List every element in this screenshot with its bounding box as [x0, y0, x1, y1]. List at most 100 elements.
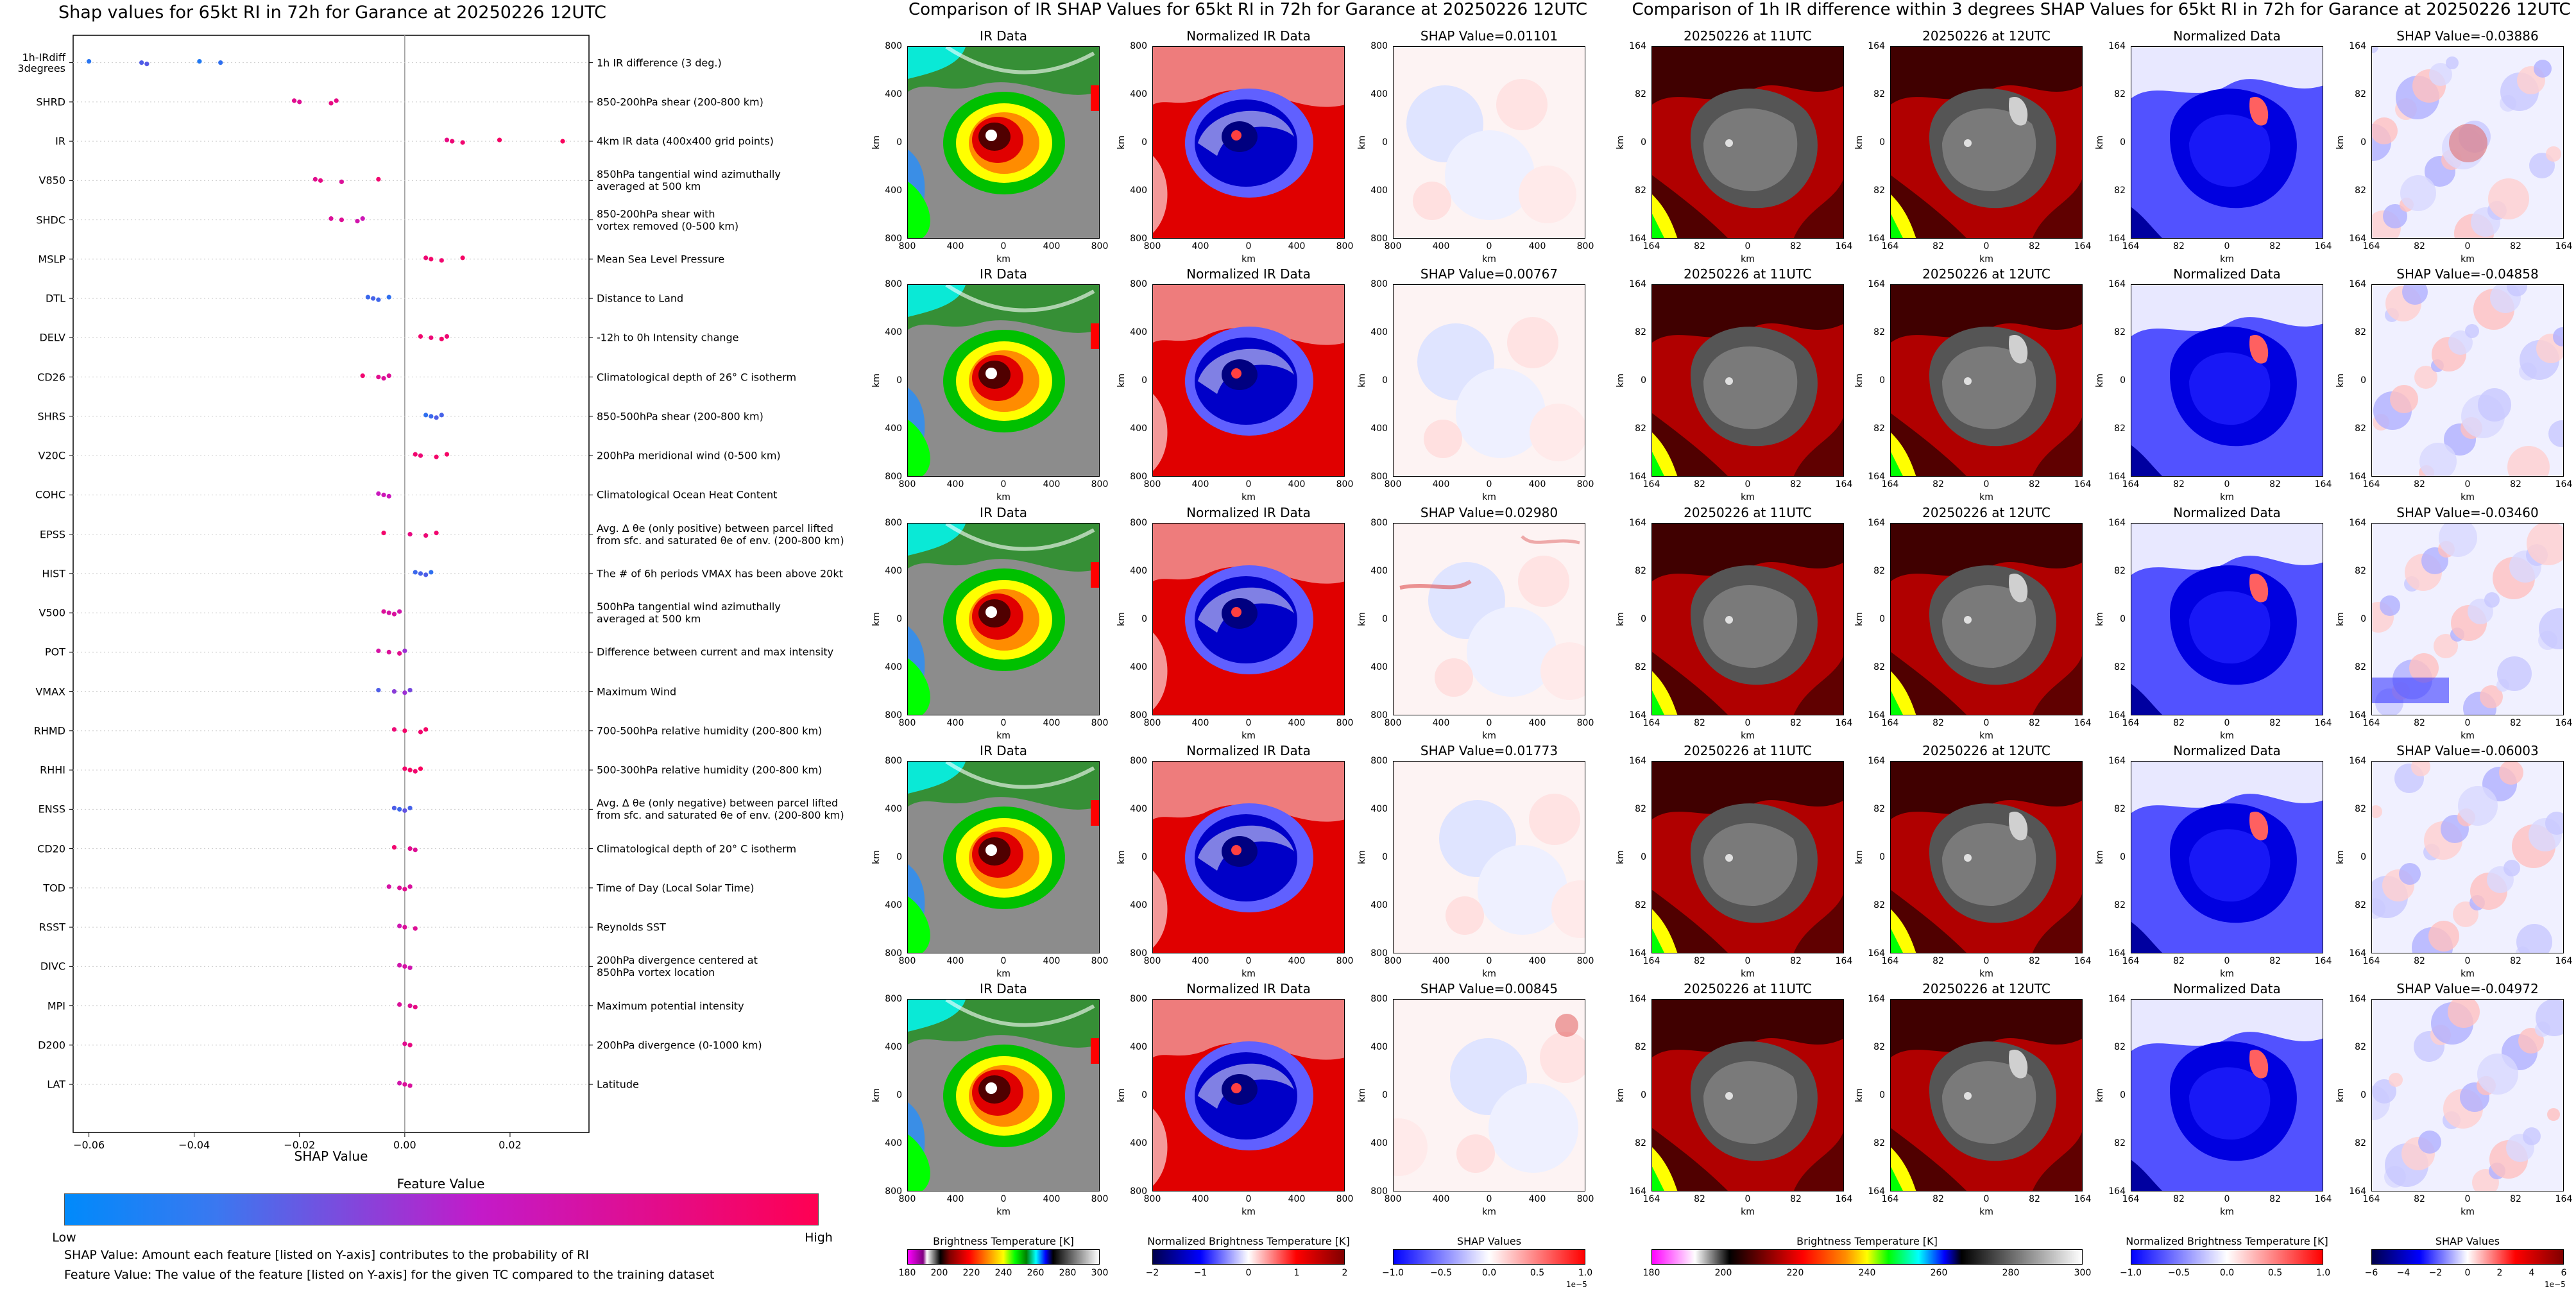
shap-point — [407, 846, 413, 851]
panel-x-tick: 0 — [1486, 1194, 1492, 1204]
panel-image-r2-c3 — [1651, 523, 1844, 715]
panel-y-tick: 82 — [1873, 662, 1885, 672]
panel-title-r1-c3: 20250226 at 11UTC — [1684, 266, 1812, 282]
panel-x-label: km — [1482, 731, 1496, 741]
shap-point — [197, 59, 202, 64]
panel-x-tick: 0 — [1245, 479, 1252, 490]
panel-image-r3-c2 — [1393, 761, 1585, 953]
shap-point — [402, 766, 407, 771]
shap-point — [407, 805, 413, 810]
panel-x-tick: 0 — [1744, 479, 1751, 490]
panel-y-tick: 400 — [1370, 89, 1388, 99]
panel-y-tick: 82 — [2355, 1042, 2366, 1052]
shap-point — [391, 611, 397, 617]
panel-y-tick: 0 — [1141, 137, 1147, 148]
panel-y-tick: 800 — [1130, 948, 1147, 959]
shap-point — [386, 295, 391, 300]
panel-y-tick: 164 — [1868, 41, 1885, 51]
colorbar-tick-5: 2 — [2496, 1268, 2503, 1278]
shap-point — [402, 887, 407, 892]
panel-x-tick: 400 — [1191, 479, 1209, 490]
panel-x-tick: 82 — [2029, 241, 2040, 252]
panel-y-tick: 164 — [2349, 710, 2366, 721]
colorbar-tick-0: 180 — [898, 1268, 916, 1278]
panel-x-label: km — [1741, 969, 1755, 979]
panel-title-r2-c6: SHAP Value=-0.03460 — [2396, 505, 2539, 520]
panel-image-r0-c5 — [2131, 46, 2323, 239]
panel-y-tick: 164 — [1868, 994, 1885, 1004]
panel-x-tick: 164 — [2314, 956, 2332, 966]
panel-y-tick: 82 — [2114, 327, 2126, 337]
panel-x-tick: 164 — [2122, 956, 2140, 966]
shap-point — [413, 570, 418, 575]
panel-x-tick: 800 — [1091, 956, 1109, 966]
panel-x-tick: 0 — [2464, 718, 2471, 728]
panel-x-tick: 800 — [1091, 718, 1109, 728]
panel-y-tick: 800 — [885, 994, 902, 1004]
shap-point — [407, 532, 413, 537]
panel-title-r4-c6: SHAP Value=-0.04972 — [2396, 981, 2539, 996]
colorbar-tick-1: −2 — [1145, 1268, 1159, 1278]
panel-x-tick: 164 — [2555, 479, 2573, 490]
panel-title-r3-c3: 20250226 at 11UTC — [1684, 743, 1812, 758]
shap-point — [407, 1083, 413, 1088]
colorbar-3 — [1651, 1249, 2083, 1265]
shap-point — [429, 570, 434, 575]
shap-point — [397, 1080, 402, 1086]
panel-image-r3-c3 — [1651, 761, 1844, 953]
panel-y-tick: 0 — [1382, 375, 1388, 386]
panel-x-tick: 400 — [1043, 1194, 1061, 1204]
panel-title-r0-c5: Normalized Data — [2173, 28, 2281, 44]
panel-x-tick: 164 — [2362, 241, 2380, 252]
panel-x-label: km — [2220, 254, 2234, 264]
panel-x-tick: 400 — [1432, 479, 1450, 490]
panel-y-tick: 164 — [1868, 1186, 1885, 1197]
shap-point — [371, 296, 376, 301]
shap-point — [439, 258, 444, 263]
panel-x-tick: 164 — [1835, 956, 1853, 966]
shap-point — [407, 688, 413, 693]
shap-point — [355, 219, 360, 224]
feature-value-high-label: High — [805, 1231, 833, 1245]
panel-y-tick: 400 — [1130, 1042, 1147, 1052]
panel-image-r0-c1 — [1152, 46, 1345, 239]
panel-x-tick: 400 — [1043, 479, 1061, 490]
panel-x-tick: 400 — [1528, 718, 1546, 728]
shap-point — [560, 139, 565, 144]
panel-x-tick: 400 — [1288, 956, 1306, 966]
panel-y-tick: 0 — [1141, 614, 1147, 624]
panel-title-r3-c4: 20250226 at 12UTC — [1922, 743, 2051, 758]
shap-point — [429, 257, 434, 262]
shap-point — [434, 454, 439, 459]
panel-x-tick: 82 — [1790, 956, 1802, 966]
panel-y-tick: 82 — [2114, 89, 2126, 99]
panel-y-tick: 164 — [2108, 948, 2126, 959]
panel-x-tick: 800 — [1143, 1194, 1161, 1204]
panel-x-tick: 82 — [2173, 956, 2185, 966]
panel-y-tick: 82 — [2114, 1042, 2126, 1052]
panel-x-tick: 82 — [2414, 241, 2425, 252]
panel-y-tick: 82 — [2355, 900, 2366, 910]
panel-x-label: km — [2461, 254, 2475, 264]
shap-point — [444, 334, 450, 339]
panel-y-tick: 800 — [1370, 948, 1388, 959]
panel-y-tick: 82 — [1635, 566, 1646, 576]
panel-x-label: km — [2220, 1207, 2234, 1217]
shap-point — [87, 59, 92, 64]
panel-x-tick: 800 — [1384, 241, 1402, 252]
shap-point — [413, 1005, 418, 1010]
panel-image-r1-c2 — [1393, 284, 1585, 477]
panel-x-tick: 82 — [2029, 718, 2040, 728]
colorbar-tick-0: 240 — [994, 1268, 1012, 1278]
panel-y-tick: 800 — [1370, 234, 1388, 244]
panel-x-label: km — [996, 1207, 1011, 1217]
shap-point — [381, 609, 386, 614]
panel-x-tick: 0 — [2224, 1194, 2230, 1204]
panel-title-r4-c2: SHAP Value=0.00845 — [1420, 981, 1558, 996]
shap-point — [397, 807, 402, 812]
panel-y-tick: 400 — [885, 423, 902, 434]
panel-y-tick: 82 — [1635, 423, 1646, 434]
panel-x-label: km — [996, 731, 1011, 741]
colorbar-tick-5: −4 — [2396, 1268, 2410, 1278]
panel-x-tick: 0 — [1486, 956, 1492, 966]
